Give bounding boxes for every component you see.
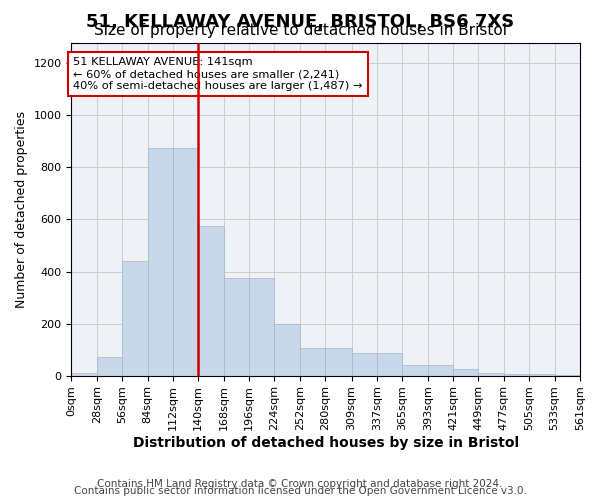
Bar <box>377 354 403 376</box>
Bar <box>148 148 173 376</box>
Bar <box>249 278 274 376</box>
Bar <box>300 348 325 376</box>
Text: Contains public sector information licensed under the Open Government Licence v3: Contains public sector information licen… <box>74 486 526 496</box>
Bar <box>173 148 199 376</box>
Bar <box>224 278 249 376</box>
Bar <box>71 373 97 376</box>
Text: Contains HM Land Registry data © Crown copyright and database right 2024.: Contains HM Land Registry data © Crown c… <box>97 479 503 489</box>
Bar <box>199 226 224 376</box>
Bar <box>478 373 504 376</box>
Bar <box>554 375 580 376</box>
Y-axis label: Number of detached properties: Number of detached properties <box>15 110 28 308</box>
Text: 51 KELLAWAY AVENUE: 141sqm
← 60% of detached houses are smaller (2,241)
40% of s: 51 KELLAWAY AVENUE: 141sqm ← 60% of deta… <box>73 58 362 90</box>
Text: Size of property relative to detached houses in Bristol: Size of property relative to detached ho… <box>94 24 506 38</box>
Text: 51, KELLAWAY AVENUE, BRISTOL, BS6 7XS: 51, KELLAWAY AVENUE, BRISTOL, BS6 7XS <box>86 12 514 30</box>
Bar <box>352 354 377 376</box>
Bar <box>325 348 352 376</box>
X-axis label: Distribution of detached houses by size in Bristol: Distribution of detached houses by size … <box>133 436 519 450</box>
Bar <box>428 365 453 376</box>
Bar <box>274 324 300 376</box>
Bar <box>122 261 148 376</box>
Bar <box>97 358 122 376</box>
Bar <box>403 365 428 376</box>
Bar <box>529 374 554 376</box>
Bar <box>453 369 478 376</box>
Bar <box>504 374 529 376</box>
